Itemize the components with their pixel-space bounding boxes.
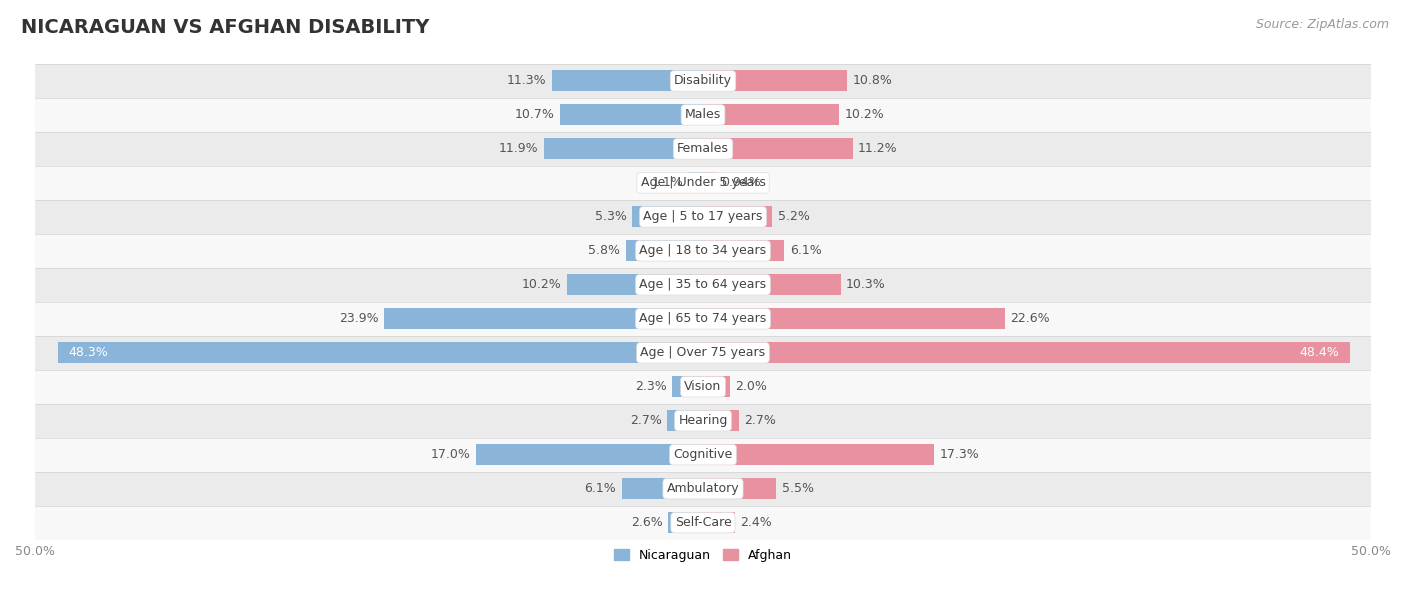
- Text: 10.2%: 10.2%: [845, 108, 884, 121]
- Bar: [560, 105, 703, 125]
- Bar: [703, 70, 848, 91]
- Bar: [621, 478, 703, 499]
- Bar: [35, 132, 1371, 166]
- Text: NICARAGUAN VS AFGHAN DISABILITY: NICARAGUAN VS AFGHAN DISABILITY: [21, 18, 429, 37]
- Bar: [703, 105, 839, 125]
- Text: 48.4%: 48.4%: [1299, 346, 1339, 359]
- Text: Age | 35 to 64 years: Age | 35 to 64 years: [640, 278, 766, 291]
- Bar: [703, 376, 730, 397]
- Bar: [35, 336, 1371, 370]
- Text: Ambulatory: Ambulatory: [666, 482, 740, 495]
- Bar: [35, 302, 1371, 336]
- Bar: [703, 206, 772, 228]
- Text: 11.3%: 11.3%: [508, 75, 547, 88]
- Legend: Nicaraguan, Afghan: Nicaraguan, Afghan: [609, 543, 797, 567]
- Text: Vision: Vision: [685, 380, 721, 394]
- Text: 0.94%: 0.94%: [721, 176, 761, 189]
- Bar: [35, 438, 1371, 472]
- Text: Hearing: Hearing: [678, 414, 728, 427]
- Text: Age | 18 to 34 years: Age | 18 to 34 years: [640, 244, 766, 257]
- Text: Females: Females: [678, 143, 728, 155]
- Text: Cognitive: Cognitive: [673, 448, 733, 461]
- Text: 11.2%: 11.2%: [858, 143, 897, 155]
- Bar: [703, 410, 740, 431]
- Text: 2.7%: 2.7%: [744, 414, 776, 427]
- Bar: [35, 98, 1371, 132]
- Bar: [553, 70, 703, 91]
- Text: 5.2%: 5.2%: [778, 211, 810, 223]
- Text: Disability: Disability: [673, 75, 733, 88]
- Text: 17.0%: 17.0%: [430, 448, 471, 461]
- Text: 10.3%: 10.3%: [846, 278, 886, 291]
- Bar: [703, 241, 785, 261]
- Text: 48.3%: 48.3%: [69, 346, 108, 359]
- Bar: [703, 274, 841, 296]
- Bar: [475, 444, 703, 465]
- Bar: [703, 444, 934, 465]
- Text: 17.3%: 17.3%: [939, 448, 979, 461]
- Bar: [668, 512, 703, 533]
- Bar: [35, 268, 1371, 302]
- Text: 2.3%: 2.3%: [636, 380, 666, 394]
- Bar: [703, 308, 1005, 329]
- Text: Males: Males: [685, 108, 721, 121]
- Text: 2.4%: 2.4%: [741, 516, 772, 529]
- Bar: [703, 138, 852, 160]
- Bar: [689, 173, 703, 193]
- Text: Self-Care: Self-Care: [675, 516, 731, 529]
- Text: Age | 65 to 74 years: Age | 65 to 74 years: [640, 312, 766, 326]
- Bar: [703, 342, 1350, 364]
- Bar: [35, 64, 1371, 98]
- Text: 2.6%: 2.6%: [631, 516, 662, 529]
- Bar: [35, 370, 1371, 404]
- Text: 1.1%: 1.1%: [651, 176, 683, 189]
- Bar: [703, 512, 735, 533]
- Bar: [35, 506, 1371, 540]
- Bar: [35, 200, 1371, 234]
- Text: Age | Over 75 years: Age | Over 75 years: [641, 346, 765, 359]
- Text: 22.6%: 22.6%: [1011, 312, 1050, 326]
- Text: 6.1%: 6.1%: [790, 244, 821, 257]
- Text: 2.7%: 2.7%: [630, 414, 662, 427]
- Bar: [567, 274, 703, 296]
- Bar: [672, 376, 703, 397]
- Bar: [703, 173, 716, 193]
- Text: 5.5%: 5.5%: [782, 482, 814, 495]
- Bar: [703, 478, 776, 499]
- Bar: [35, 166, 1371, 200]
- Text: 6.1%: 6.1%: [585, 482, 616, 495]
- Bar: [544, 138, 703, 160]
- Bar: [58, 342, 703, 364]
- Bar: [626, 241, 703, 261]
- Text: 5.3%: 5.3%: [595, 211, 627, 223]
- Bar: [384, 308, 703, 329]
- Text: Age | Under 5 years: Age | Under 5 years: [641, 176, 765, 189]
- Text: 2.0%: 2.0%: [735, 380, 766, 394]
- Bar: [35, 404, 1371, 438]
- Text: Source: ZipAtlas.com: Source: ZipAtlas.com: [1256, 18, 1389, 31]
- Text: 5.8%: 5.8%: [588, 244, 620, 257]
- Bar: [633, 206, 703, 228]
- Text: 10.7%: 10.7%: [515, 108, 555, 121]
- Text: 23.9%: 23.9%: [339, 312, 378, 326]
- Text: 10.8%: 10.8%: [852, 75, 893, 88]
- Text: 11.9%: 11.9%: [499, 143, 538, 155]
- Bar: [666, 410, 703, 431]
- Bar: [35, 234, 1371, 268]
- Text: 10.2%: 10.2%: [522, 278, 561, 291]
- Text: Age | 5 to 17 years: Age | 5 to 17 years: [644, 211, 762, 223]
- Bar: [35, 472, 1371, 506]
